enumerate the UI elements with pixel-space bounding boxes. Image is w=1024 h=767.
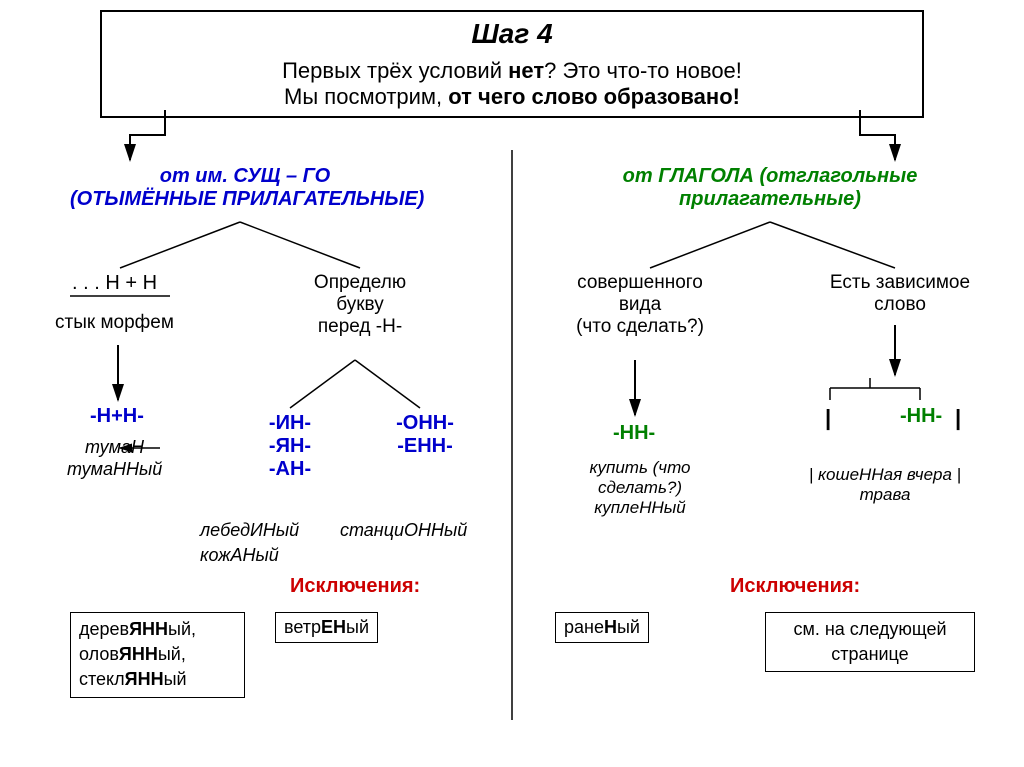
left-a-ex1: тумаН — [85, 437, 144, 458]
subtitle2-a: Мы посмотрим, — [284, 84, 448, 109]
ra3: (что сделать?) — [555, 316, 725, 338]
left-b-t2: букву — [300, 294, 420, 316]
subtitle1-b: нет — [508, 58, 544, 83]
e1c2: ЯНН — [125, 669, 164, 689]
e1b2: ЯНН — [119, 644, 158, 664]
left-a-res: -Н+Н- — [90, 405, 144, 428]
ra2: вида — [555, 294, 725, 316]
left-b-title: Определю букву перед -Н- — [300, 272, 420, 338]
e4b: странице — [774, 642, 966, 667]
e2a: ветр — [284, 617, 321, 637]
left-b-t1: Определю — [300, 272, 420, 294]
left-b-t3: перед -Н- — [300, 316, 420, 338]
e1a2: ЯНН — [129, 619, 168, 639]
right-b-title: Есть зависимое слово — [815, 272, 985, 316]
ex-kozh: кожАНый — [200, 545, 279, 566]
right-b-res: -НН- — [900, 405, 942, 428]
ex-stanc: станциОННый — [340, 520, 467, 541]
e2c: ый — [346, 617, 369, 637]
right-a-res: -НН- — [613, 422, 655, 445]
e2b: ЕН — [321, 617, 346, 637]
subtitle1-c: ? Это что-то новое! — [544, 58, 742, 83]
rae3: куплеННый — [575, 498, 705, 518]
rbe2: трава — [780, 485, 990, 505]
e1a1: дерев — [79, 619, 129, 639]
left-header-2: (ОТЫМЁННЫЕ ПРИЛАГАТЕЛЬНЫЕ) — [70, 188, 420, 211]
suf4: -ОНН- — [385, 412, 465, 435]
left-header: от им. СУЩ – ГО (ОТЫМЁННЫЕ ПРИЛАГАТЕЛЬНЫ… — [70, 165, 420, 211]
suf2: -ЯН- — [255, 435, 325, 458]
right-a-title: совершенного вида (что сделать?) — [555, 272, 725, 338]
left-header-1: от им. СУЩ – ГО — [70, 165, 420, 188]
exceptions-right: Исключения: — [730, 575, 860, 598]
e4a: см. на следующей — [774, 617, 966, 642]
exc-box2: ветрЕНый — [275, 612, 378, 643]
suf-left: -ИН- -ЯН- -АН- — [255, 412, 325, 481]
ra1: совершенного — [555, 272, 725, 294]
rae1: купить (что — [575, 458, 705, 478]
e1b3: ый, — [158, 644, 186, 664]
right-header: от ГЛАГОЛА (отглагольные прилагательные) — [560, 165, 980, 211]
suf-right: -ОНН- -ЕНН- — [385, 412, 465, 458]
exceptions-left: Исключения: — [290, 575, 420, 598]
left-a-ex2: тумаННый — [67, 459, 162, 480]
e1b1: олов — [79, 644, 119, 664]
e1c3: ый — [164, 669, 187, 689]
right-header-1: от ГЛАГОЛА (отглагольные — [560, 165, 980, 188]
right-a-ex: купить (что сделать?) куплеННый — [575, 458, 705, 518]
right-b-ex: | кошеННая вчера | трава — [780, 465, 990, 505]
title: Шаг 4 — [112, 18, 912, 50]
suf3: -АН- — [255, 458, 325, 481]
e1c1: стекл — [79, 669, 125, 689]
rbe1: | кошеННая вчера | — [780, 465, 990, 485]
rae2: сделать?) — [575, 478, 705, 498]
left-a-title: . . . Н + Н — [72, 272, 157, 295]
e3c: ый — [617, 617, 640, 637]
rb1: Есть зависимое — [815, 272, 985, 294]
exc-box1: деревЯННый, оловЯННый, стеклЯННый — [70, 612, 245, 698]
title-box: Шаг 4 Первых трёх условий нет? Это что-т… — [100, 10, 924, 118]
right-b-bar1: | — [825, 405, 831, 431]
subtitle1: Первых трёх условий нет? Это что-то ново… — [112, 58, 912, 84]
exc-box3: ранеНый — [555, 612, 649, 643]
ex-lebed: лебедИНый — [200, 520, 299, 541]
suf5: -ЕНН- — [385, 435, 465, 458]
subtitle2-b: от чего слово образовано! — [448, 84, 740, 109]
right-b-bar2: | — [955, 405, 961, 431]
exc-box4: см. на следующей странице — [765, 612, 975, 672]
e1a3: ый, — [168, 619, 196, 639]
subtitle2: Мы посмотрим, от чего слово образовано! — [112, 84, 912, 110]
e3a: ране — [564, 617, 604, 637]
e3b: Н — [604, 617, 617, 637]
subtitle1-a: Первых трёх условий — [282, 58, 508, 83]
right-header-2: прилагательные) — [560, 188, 980, 211]
suf1: -ИН- — [255, 412, 325, 435]
rb2: слово — [815, 294, 985, 316]
left-a-sub: стык морфем — [55, 312, 174, 334]
